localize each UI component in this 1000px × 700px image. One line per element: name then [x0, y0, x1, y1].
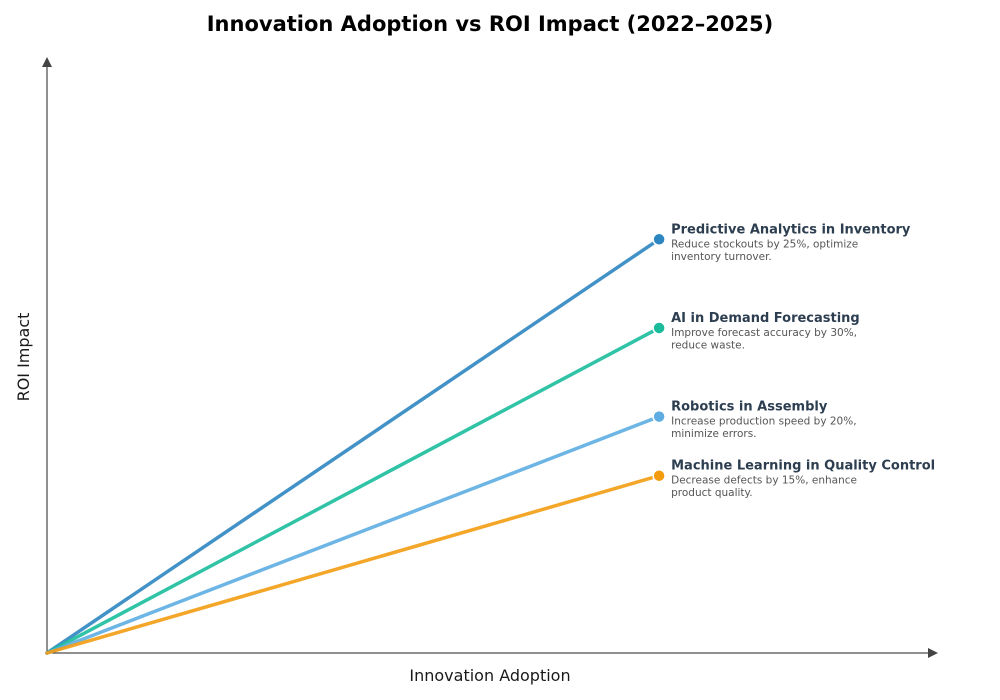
series-line — [45, 414, 661, 655]
series-description-label: Improve forecast accuracy by 30%, — [671, 327, 857, 339]
series-name-label: Robotics in Assembly — [671, 400, 828, 415]
series-description-label: inventory turnover. — [671, 251, 772, 263]
series-end-point — [652, 468, 666, 483]
series-end-point — [652, 409, 666, 424]
series-end-point — [652, 321, 666, 335]
series-line — [45, 473, 661, 655]
series-description-label: Reduce stockouts by 25%, optimize — [671, 238, 858, 250]
series-group: Machine Learning in Quality ControlDecre… — [45, 459, 935, 655]
series-name-label: AI in Demand Forecasting — [671, 311, 860, 326]
series-description-label: product quality. — [671, 487, 752, 499]
series-group: Predictive Analytics in InventoryReduce … — [45, 222, 911, 655]
chart-title: Innovation Adoption vs ROI Impact (2022–… — [207, 12, 774, 36]
series-description-label: reduce waste. — [671, 339, 745, 351]
series-line — [45, 326, 661, 655]
series-description-label: Decrease defects by 15%, enhance — [671, 475, 857, 487]
series-line — [45, 237, 661, 655]
series-name-label: Predictive Analytics in Inventory — [671, 222, 911, 237]
x-axis-label: Innovation Adoption — [409, 666, 570, 685]
series-description-label: Increase production speed by 20%, — [671, 416, 856, 428]
series-layer: Predictive Analytics in InventoryReduce … — [45, 222, 935, 655]
series-end-point — [652, 232, 666, 247]
series-description-label: minimize errors. — [671, 428, 756, 440]
series-name-label: Machine Learning in Quality Control — [671, 459, 935, 474]
y-axis-label: ROI Impact — [14, 313, 33, 402]
